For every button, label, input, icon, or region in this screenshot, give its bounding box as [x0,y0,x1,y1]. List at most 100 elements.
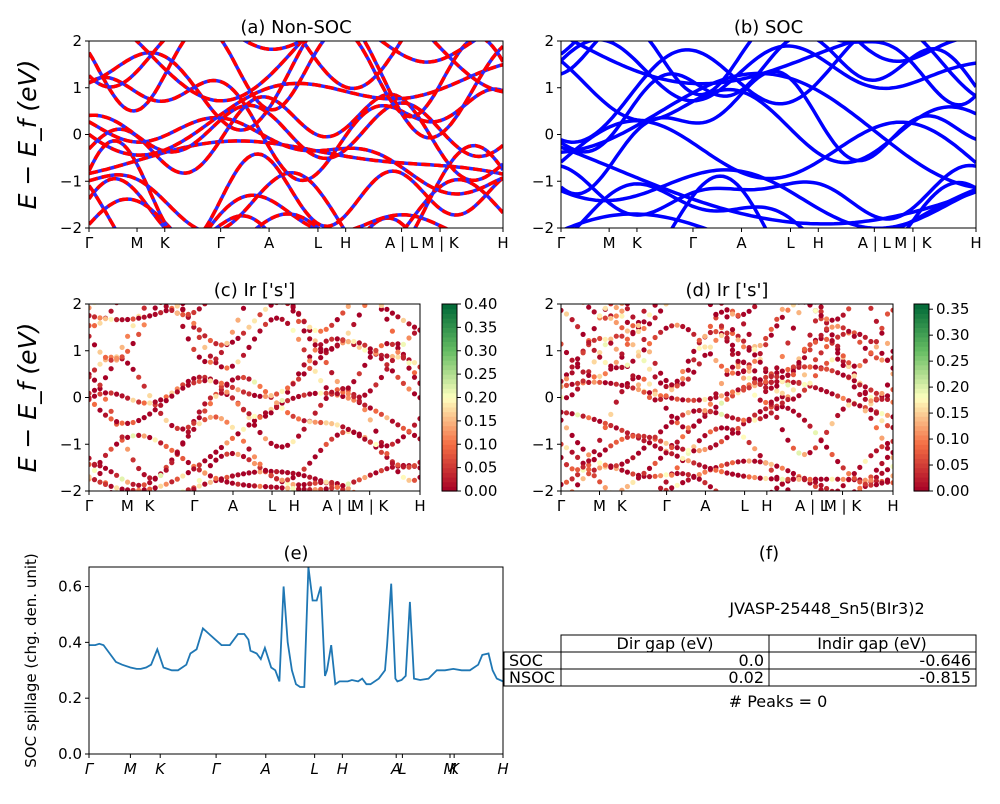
band-point [163,417,169,423]
band-point [307,487,313,491]
band-point [602,380,608,386]
band-point [697,253,702,258]
band-point [97,315,103,321]
band-point [801,451,808,458]
band-point [97,407,103,413]
band-point [724,435,730,441]
band-point [224,382,230,388]
band-point [830,280,835,285]
band-point [613,304,619,311]
band-point [230,267,235,272]
band-point [591,326,597,332]
colorbar-segment [442,477,457,483]
band-point [406,523,411,528]
band-point [818,304,824,310]
band-point [619,308,625,314]
band-point [702,480,708,486]
band-point [561,417,564,423]
band-point [163,481,169,487]
band-point [323,420,329,426]
band-point [729,330,736,336]
band-point [130,419,136,426]
band-point [824,444,830,450]
band-point [290,308,296,314]
band-point [575,380,581,386]
band-point [345,395,351,401]
band-point [873,396,880,402]
band-point [268,393,274,399]
band-point [619,461,625,467]
band-point [141,400,147,406]
band-point [729,393,736,399]
band-point [185,336,191,342]
band-point [619,389,625,395]
band-point [125,360,131,366]
band-line [89,115,503,196]
band-point [307,336,313,342]
band-point [152,485,158,491]
band-point [586,452,592,458]
band-point [246,344,252,350]
band-point [746,458,752,464]
band-point [702,433,708,439]
band-point [862,458,868,464]
band-point [840,353,846,359]
band-point [851,333,857,339]
band-point [224,479,230,485]
band-point [301,466,307,472]
band-point [114,472,120,478]
x-tick-label: A [228,497,239,515]
band-point [641,308,647,314]
band-point [752,358,758,364]
band-point [141,314,147,320]
band-point [334,343,340,349]
band-point [235,375,241,381]
band-point [669,267,674,272]
band-line [573,180,976,228]
band-point [735,350,741,357]
colorbar-segment [442,332,457,338]
band-point [290,481,296,488]
y-tick-label: 1 [544,79,554,97]
band-point [285,398,291,404]
panel-e-frame [88,566,504,755]
band-point [785,307,791,313]
band-point [680,434,686,440]
band-point [575,499,580,504]
band-point [246,269,251,274]
band-point [685,425,691,431]
band-point [411,360,418,366]
band-point [406,428,412,434]
band-point [180,304,186,307]
band-point [224,273,229,278]
band-point [790,470,797,477]
band-point [114,391,120,397]
band-point [580,369,586,375]
band-point [561,441,564,447]
band-point [658,396,664,402]
band-point [868,453,874,459]
band-point [801,346,808,352]
band-point [653,288,658,293]
band-point [285,470,291,476]
band-point [829,391,835,397]
band-point [114,419,120,425]
band-point [857,479,863,485]
band-point [345,481,351,487]
band-point [570,503,575,508]
band-point [862,334,868,340]
band-point [563,410,570,416]
band-point [174,476,180,482]
band-point [102,316,109,322]
band-point [641,470,647,476]
band-point [563,376,570,382]
band-point [130,323,136,329]
band-point [274,315,280,321]
band-point [163,443,169,449]
band-point [318,390,324,396]
band-point [136,487,142,491]
band-point [785,405,791,411]
band-point [362,402,368,408]
band-point [586,372,592,378]
band-point [757,351,763,357]
